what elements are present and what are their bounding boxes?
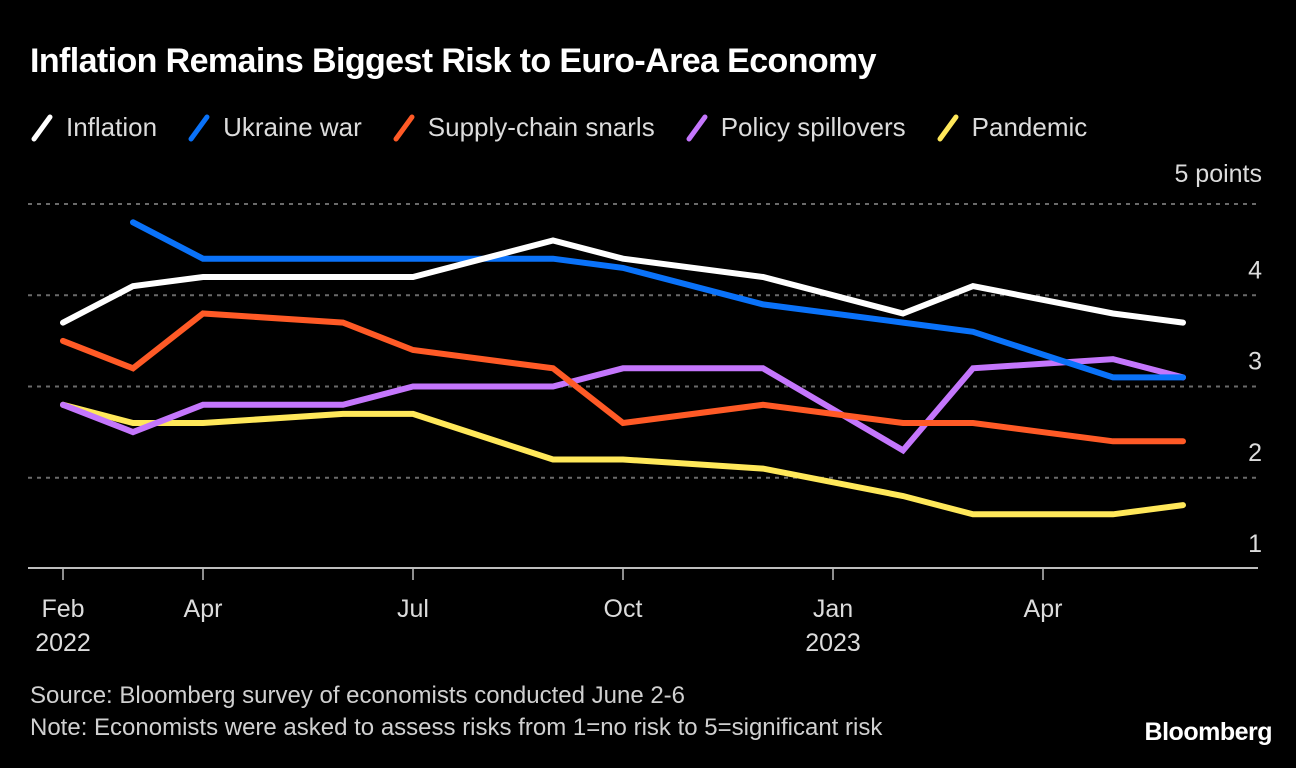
- legend-label-supply-chain: Supply-chain snarls: [427, 112, 655, 142]
- y-axis-unit-label: 5 points: [1174, 160, 1262, 188]
- legend-swatch-inflation: [30, 113, 54, 143]
- y-tick-label: 3: [1248, 348, 1262, 376]
- source-note: Source: Bloomberg survey of economists c…: [30, 682, 686, 709]
- x-tick-label: Feb: [41, 595, 84, 623]
- series-line-policy-spillovers: [60, 356, 1186, 455]
- x-tick-year-label: 2022: [35, 629, 91, 657]
- x-tick-label: Jan: [813, 595, 853, 623]
- chart-title: Inflation Remains Biggest Risk to Euro-A…: [30, 42, 877, 80]
- x-tick-year-label: 2023: [805, 629, 861, 657]
- x-tick-label: Apr: [1024, 595, 1063, 623]
- legend: Inflation Ukraine war Supply-chain snarl…: [30, 112, 1117, 143]
- legend-swatch-policy-spillovers: [685, 113, 709, 143]
- series-line-ukraine-war: [130, 219, 1186, 381]
- series-line-inflation: [60, 237, 1186, 326]
- legend-swatch-pandemic: [936, 113, 960, 143]
- series-line-pandemic: [60, 401, 1186, 518]
- y-axis-ticks: 1 2 3 4: [1248, 256, 1262, 558]
- legend-item-inflation: Inflation: [30, 112, 157, 143]
- legend-swatch-supply-chain: [392, 113, 416, 143]
- gridlines: [28, 203, 1258, 479]
- legend-item-ukraine-war: Ukraine war: [187, 112, 362, 143]
- x-axis: Feb 2022 Apr Jul Oct Jan 2023 Apr: [28, 567, 1258, 657]
- series-lines: [60, 219, 1186, 518]
- methodology-note: Note: Economists were asked to assess ri…: [30, 714, 883, 741]
- series-line-supply-chain-snarls: [60, 310, 1186, 445]
- legend-label-ukraine-war: Ukraine war: [223, 112, 362, 142]
- legend-swatch-ukraine-war: [187, 113, 211, 143]
- x-tick-label: Oct: [604, 595, 643, 623]
- legend-item-supply-chain: Supply-chain snarls: [392, 112, 655, 143]
- legend-label-policy-spillovers: Policy spillovers: [720, 112, 906, 142]
- legend-label-pandemic: Pandemic: [971, 112, 1088, 142]
- y-tick-label: 4: [1248, 256, 1262, 284]
- bloomberg-logo: Bloomberg: [1144, 718, 1273, 746]
- legend-label-inflation: Inflation: [66, 112, 158, 142]
- legend-item-pandemic: Pandemic: [936, 112, 1088, 143]
- x-tick-label: Apr: [184, 595, 223, 623]
- legend-item-policy-spillovers: Policy spillovers: [685, 112, 906, 143]
- x-tick-label: Jul: [397, 595, 429, 623]
- y-tick-label: 2: [1248, 439, 1262, 467]
- y-tick-label: 1: [1248, 530, 1262, 558]
- footer: Source: Bloomberg survey of economists c…: [30, 680, 882, 744]
